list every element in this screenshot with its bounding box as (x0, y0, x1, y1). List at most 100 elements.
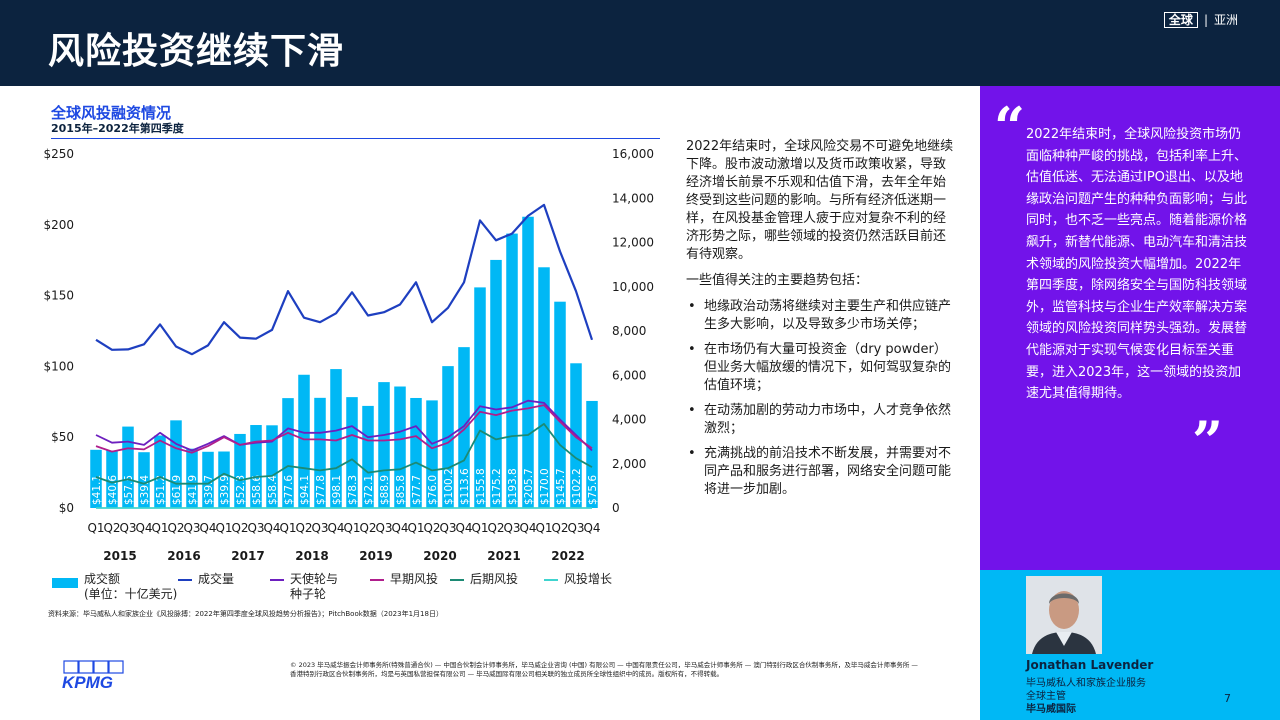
trend-item: 充满挑战的前沿技术不断发展，并需要对不同产品和服务进行部署，网络安全问题可能将进… (686, 445, 958, 499)
x-axis-quarter-label: Q1 (151, 521, 168, 535)
bar-value-label: $39.7 (203, 475, 215, 505)
bar-value-label: $175.2 (491, 468, 503, 505)
bar-value-label: $78.3 (347, 475, 359, 505)
right-axis-tick: 16,000 (612, 147, 654, 161)
bar (314, 397, 326, 508)
left-axis-tick: $0 (59, 501, 74, 515)
quote-panel: “ 2022年结束时，全球风险投资市场仍面临种种严峻的挑战，包括利率上升、估值低… (980, 86, 1280, 570)
legend-label-volume: 成交额 (单位：十亿美元) (84, 572, 178, 601)
line-series (95, 404, 593, 454)
bar (346, 397, 358, 508)
avatar (1026, 576, 1102, 654)
trend-item: 地缘政治动荡将继续对主要生产和供应链产生多大影响，以及导致多少市场关停； (686, 298, 958, 334)
bar-value-label: $170.0 (539, 468, 551, 505)
bar-value-label: $113.6 (459, 468, 471, 505)
x-axis-quarter-label: Q3 (247, 521, 264, 535)
bar-value-label: $77.8 (315, 475, 327, 505)
right-axis-tick: 12,000 (612, 236, 654, 250)
x-axis-quarter-label: Q3 (119, 521, 136, 535)
legend-label-late: 后期风投 (470, 572, 519, 586)
bar-value-label: $58.6 (251, 475, 263, 505)
chart-subtitle: 2015年–2022年第四季度 (51, 122, 184, 135)
x-axis-quarter-label: Q3 (375, 521, 392, 535)
bar-value-label: $100.2 (443, 468, 455, 505)
bar-value-label: $39.9 (219, 475, 231, 505)
bar-value-label: $205.7 (523, 468, 535, 505)
x-axis-quarter-label: Q3 (439, 521, 456, 535)
chart-source: 资料来源：毕马威私人和家族企业《风投脉搏：2022年第四季度全球风投趋势分析报告… (48, 610, 443, 618)
x-axis-year-label: 2020 (423, 549, 456, 563)
bar-value-label: $76.0 (427, 475, 439, 505)
x-axis-quarter-label: Q4 (519, 521, 536, 535)
x-axis-quarter-label: Q2 (423, 521, 440, 535)
footer-copyright: © 2023 毕马威华振会计师事务所(特殊普通合伙) — 中国合伙制会计师事务所… (290, 661, 918, 678)
x-axis-quarter-label: Q2 (103, 521, 120, 535)
bar (266, 425, 278, 508)
trend-list: 地缘政治动荡将继续对主要生产和供应链产生多大影响，以及导致多少市场关停； 在市场… (686, 298, 958, 499)
trend-item: 在市场仍有大量可投资金（dry powder）但业务大幅放缓的情况下，如何驾驭复… (686, 341, 958, 395)
chart-title: 全球风投融资情况 (51, 104, 172, 122)
x-axis-quarter-label: Q1 (407, 521, 424, 535)
profile-role: 全球主管 (1026, 691, 1066, 702)
bar (282, 398, 294, 508)
bar (490, 259, 502, 508)
left-axis-tick: $50 (51, 430, 74, 444)
legend-swatch-angel (270, 579, 284, 581)
legend-label-growth: 风投增长 (564, 572, 613, 586)
bar-value-label: $75.6 (587, 475, 599, 505)
bar (426, 400, 438, 508)
x-axis-quarter-label: Q2 (231, 521, 248, 535)
legend-item-early: 早期风投 (370, 572, 438, 587)
legend-swatch-late (450, 579, 464, 581)
bar-value-label: $72.1 (363, 475, 375, 505)
right-axis-tick: 10,000 (612, 280, 654, 294)
right-axis-tick: 8,000 (612, 324, 646, 338)
bar (586, 400, 598, 508)
x-axis-year-label: 2019 (359, 549, 392, 563)
legend-label-count: 成交量 (198, 572, 235, 586)
x-axis-quarter-label: Q4 (327, 521, 344, 535)
bar-value-label: $193.8 (507, 468, 519, 505)
x-axis-quarter-label: Q3 (311, 521, 328, 535)
brand-region: 亚洲 (1213, 13, 1238, 27)
legend-swatch-growth (544, 579, 558, 581)
left-axis-tick: $250 (43, 147, 74, 161)
x-axis-year-label: 2018 (295, 549, 328, 563)
x-axis-quarter-label: Q1 (471, 521, 488, 535)
x-axis-quarter-label: Q4 (135, 521, 152, 535)
left-axis-tick: $100 (43, 359, 74, 373)
x-axis-quarter-label: Q4 (199, 521, 216, 535)
bar (218, 451, 230, 508)
bar-value-label: $102.2 (571, 468, 583, 505)
close-quote-icon: ” (1192, 409, 1224, 473)
bar-value-label: $41.1 (91, 475, 103, 505)
bar (506, 233, 518, 508)
legend-label-angel: 天使轮与 种子轮 (290, 572, 339, 601)
legend-swatch-volume (52, 578, 78, 588)
bar (394, 386, 406, 508)
right-axis-tick: 6,000 (612, 368, 646, 382)
x-axis-quarter-label: Q1 (279, 521, 296, 535)
bar-value-label: $51.2 (155, 475, 167, 505)
x-axis-quarter-label: Q2 (295, 521, 312, 535)
x-axis-year-label: 2017 (231, 549, 264, 563)
line-series (95, 399, 593, 452)
quote-text: 2022年结束时，全球风险投资市场仍面临种种严峻的挑战，包括利率上升、估值低迷、… (1026, 127, 1248, 402)
profile-org: 毕马威国际 (1026, 704, 1076, 715)
bar (122, 426, 134, 508)
x-axis-quarter-label: Q4 (391, 521, 408, 535)
x-axis-quarter-label: Q1 (535, 521, 552, 535)
bar (250, 425, 262, 508)
open-quote-icon: “ (994, 95, 1026, 159)
legend-item-growth: 风投增长 (544, 572, 612, 587)
profile-panel: Jonathan Lavender 毕马威私人和家族企业服务 全球主管 毕马威国… (980, 570, 1280, 720)
bar-value-label: $88.9 (379, 475, 391, 505)
bar (554, 301, 566, 508)
bar (90, 449, 102, 508)
bar-value-label: $57.5 (123, 475, 135, 505)
page-number: 7 (1224, 692, 1231, 705)
bar (362, 405, 374, 508)
legend-label-early: 早期风投 (390, 572, 439, 586)
brand-divider: | (1203, 12, 1208, 27)
bar-value-label: $39.4 (139, 475, 151, 505)
